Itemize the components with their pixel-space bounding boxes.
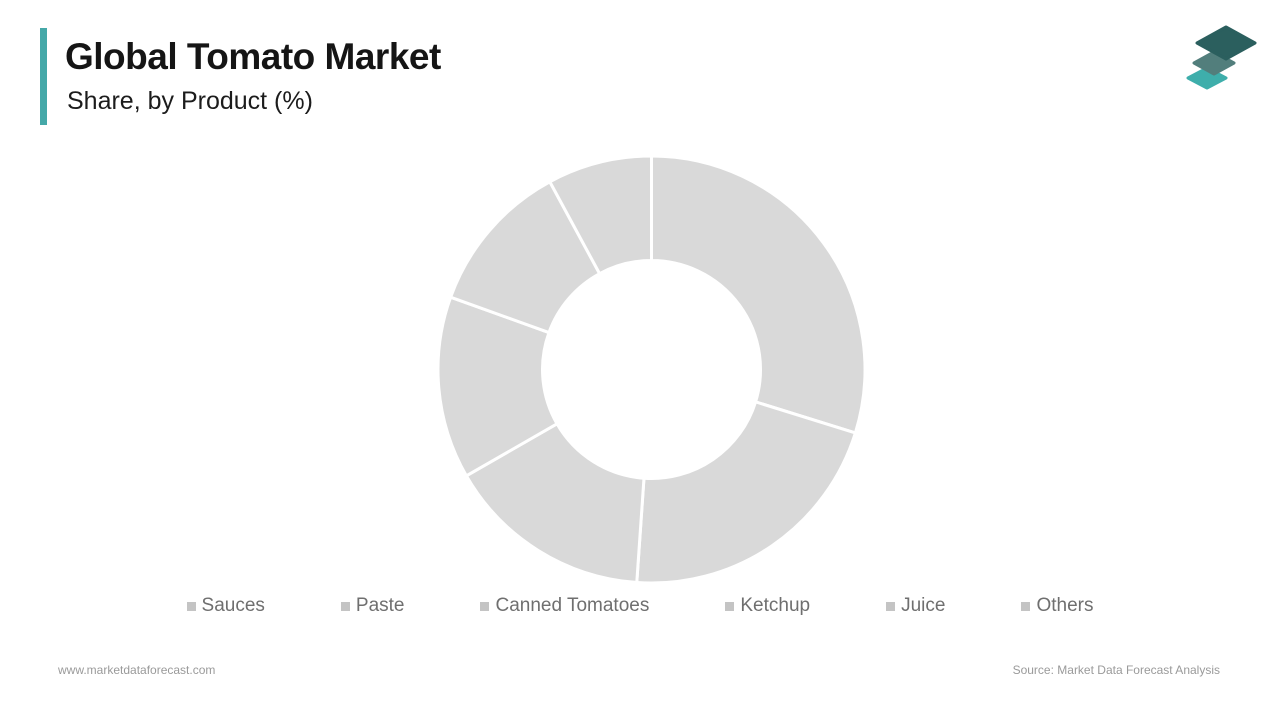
legend-marker-icon [725, 601, 735, 611]
donut-slice-paste [635, 400, 857, 585]
title-accent-bar [40, 28, 47, 125]
legend-marker-icon [340, 601, 350, 611]
legend-item-juice: Juice [886, 595, 945, 617]
donut-slice-canned-tomatoes [464, 422, 646, 584]
page-subtitle: Share, by Product (%) [67, 87, 313, 115]
legend-marker-icon [480, 601, 490, 611]
legend-item-sauces: Sauces [186, 595, 265, 617]
footer-website: www.marketdataforecast.com [58, 663, 216, 677]
logo-layer-top [1195, 25, 1257, 61]
legend-item-others: Others [1021, 595, 1093, 617]
legend-label: Others [1036, 595, 1094, 616]
chart-legend: Sauces Paste Canned Tomatoes Ketchup Jui… [0, 595, 1280, 617]
footer-source: Source: Market Data Forecast Analysis [1012, 663, 1220, 677]
legend-label: Ketchup [740, 595, 811, 616]
legend-marker-icon [1021, 601, 1031, 611]
legend-label: Paste [355, 595, 405, 616]
legend-label: Canned Tomatoes [495, 595, 650, 616]
page-title: Global Tomato Market [65, 36, 441, 77]
donut-chart [436, 154, 867, 585]
legend-item-paste: Paste [340, 595, 405, 617]
legend-marker-icon [186, 601, 196, 611]
legend-item-canned-tomatoes: Canned Tomatoes [480, 595, 649, 617]
donut-slice-sauces [650, 154, 867, 435]
donut-slice-ketchup [436, 295, 559, 478]
legend-item-ketchup: Ketchup [725, 595, 810, 617]
legend-label: Juice [901, 595, 946, 616]
donut-slice-others [548, 154, 653, 276]
stacked-layers-logo-icon [1186, 25, 1257, 90]
legend-label: Sauces [201, 595, 265, 616]
legend-marker-icon [886, 601, 896, 611]
